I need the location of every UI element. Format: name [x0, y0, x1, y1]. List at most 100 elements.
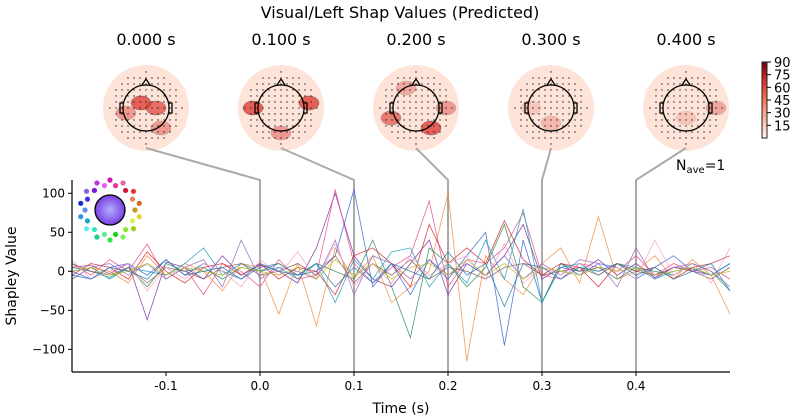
- sensor-dot: [127, 77, 129, 79]
- colorbar-tick-label: 75: [774, 69, 791, 84]
- sensor-dot: [256, 125, 258, 127]
- sensor-dot: [655, 119, 657, 121]
- sensor-dot: [685, 113, 687, 115]
- sensor-dot: [157, 125, 159, 127]
- sensor-dot: [181, 107, 183, 109]
- sensor-dot: [445, 95, 447, 97]
- sensor-dot: [562, 125, 564, 127]
- sensor-dot: [127, 119, 129, 121]
- sensor-dot: [433, 77, 435, 79]
- sensor-dot: [433, 125, 435, 127]
- sensor-dot: [169, 125, 171, 127]
- sensor-dot: [703, 107, 705, 109]
- sensor-color-dot: [91, 226, 98, 233]
- sensor-dot: [385, 101, 387, 103]
- sensor-dot: [715, 101, 717, 103]
- sensor-color-dot: [130, 226, 137, 232]
- sensor-dot: [250, 101, 252, 103]
- sensor-dot: [121, 119, 123, 121]
- sensor-dot: [520, 119, 522, 121]
- sensor-dot: [439, 89, 441, 91]
- sensor-color-dot: [78, 200, 84, 206]
- x-axis-label: Time (s): [372, 401, 430, 417]
- time-connector: [415, 147, 449, 372]
- sensor-dot: [580, 125, 582, 127]
- sensor-dot: [526, 125, 528, 127]
- ears-icon: [254, 102, 308, 114]
- sensor-dot: [268, 113, 270, 115]
- sensor-dot: [574, 125, 576, 127]
- sensor-dot: [403, 137, 405, 139]
- sensor-dot: [556, 125, 558, 127]
- sensor-color-dot: [82, 207, 88, 213]
- sensor-dot: [673, 83, 675, 85]
- sensor-dot: [292, 119, 294, 121]
- sensor-dot: [169, 107, 171, 109]
- sensor-dot: [550, 107, 552, 109]
- sensor-dot: [286, 131, 288, 133]
- head-outline: [392, 84, 440, 132]
- sensor-dot: [127, 95, 129, 97]
- sensor-dot: [268, 119, 270, 121]
- sensor-dot: [685, 119, 687, 121]
- sensor-dot: [574, 95, 576, 97]
- ears-icon: [659, 102, 713, 114]
- sensor-dot: [268, 89, 270, 91]
- sensor-dot: [544, 101, 546, 103]
- sensor-legend-inset: [78, 177, 142, 243]
- sensor-dot: [433, 107, 435, 109]
- sensor-dot: [667, 125, 669, 127]
- topomap-title: 0.100 s: [251, 30, 310, 49]
- sensor-dot: [157, 83, 159, 85]
- sensor-dot: [673, 77, 675, 79]
- sensor-dot: [538, 95, 540, 97]
- topomap-contour: [395, 80, 417, 96]
- sensor-dot: [679, 95, 681, 97]
- sensor-color-dot: [129, 218, 136, 224]
- x-tick-label: 0.0: [250, 379, 269, 393]
- sensor-dot: [157, 137, 159, 139]
- sensor-dot: [175, 101, 177, 103]
- sensor-dot: [562, 83, 564, 85]
- sensor-dot: [310, 107, 312, 109]
- sensor-dot: [385, 125, 387, 127]
- sensor-dot: [691, 101, 693, 103]
- sensor-color-dot: [84, 196, 91, 202]
- sensor-dot: [697, 137, 699, 139]
- sensor-dot: [415, 137, 417, 139]
- sensor-dot: [532, 83, 534, 85]
- sensor-dot: [655, 107, 657, 109]
- sensor-dot: [526, 119, 528, 121]
- sensor-dot: [685, 125, 687, 127]
- topomap-title: 0.400 s: [656, 30, 715, 49]
- sensor-dot: [409, 125, 411, 127]
- sensor-dot: [679, 131, 681, 133]
- sensor-dot: [526, 107, 528, 109]
- sensor-dot: [151, 113, 153, 115]
- sensor-dot: [304, 89, 306, 91]
- sensor-dot: [121, 131, 123, 133]
- sensor-dot: [538, 101, 540, 103]
- sensor-dot: [703, 101, 705, 103]
- sensor-dot: [403, 77, 405, 79]
- sensor-dot: [163, 89, 165, 91]
- sensor-dot: [385, 119, 387, 121]
- sensor-dot: [679, 77, 681, 79]
- sensor-dot: [538, 107, 540, 109]
- time-connector: [145, 147, 261, 372]
- sensor-dot: [691, 131, 693, 133]
- colorbar-tick-label: 30: [774, 107, 791, 122]
- time-connectors: [145, 147, 687, 372]
- sensor-dot: [151, 125, 153, 127]
- sensor-dot: [256, 95, 258, 97]
- sensor-dot: [709, 95, 711, 97]
- sensor-dot: [421, 119, 423, 121]
- sensor-dot: [280, 125, 282, 127]
- sensor-dot: [274, 83, 276, 85]
- sensor-color-dot: [129, 196, 136, 202]
- sensor-dot: [151, 83, 153, 85]
- sensor-dot: [679, 137, 681, 139]
- sensor-dot: [415, 101, 417, 103]
- sensor-dot: [262, 137, 264, 139]
- sensor-dot: [151, 95, 153, 97]
